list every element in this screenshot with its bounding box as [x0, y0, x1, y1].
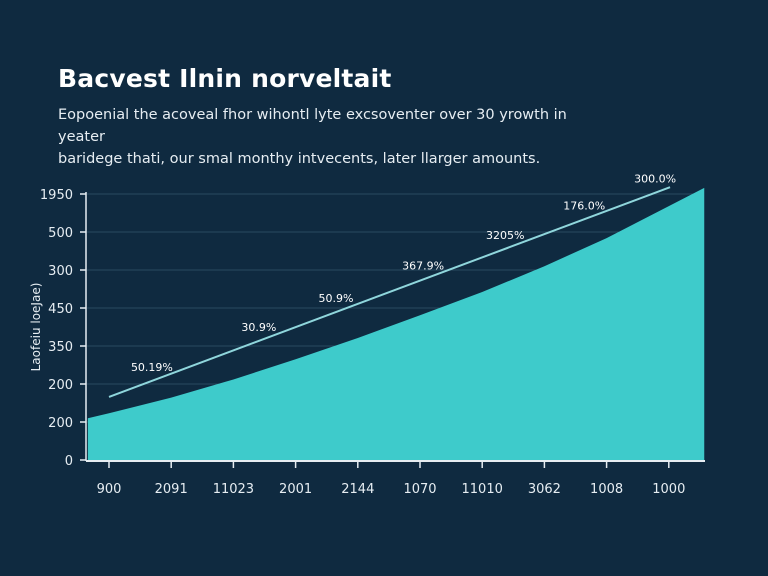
y-tick-label: 200 — [48, 416, 73, 431]
y-tick-label: 1950 — [40, 188, 73, 203]
y-tick-label: 500 — [48, 226, 73, 241]
data-label: 176.0% — [563, 199, 605, 212]
subtitle-line-1: Eopoenial the acoveal fhor wihontl lyte … — [58, 107, 567, 145]
chart-subtitle: Eopoenial the acoveal fhor wihontl lyte … — [58, 104, 618, 170]
chart-title: Bacvest Ilnin norveltait — [58, 64, 392, 93]
x-tick-label: 11010 — [462, 482, 503, 497]
data-label: 367.9% — [402, 259, 444, 272]
x-tick-label: 900 — [97, 482, 122, 497]
x-tick-label: 1000 — [652, 482, 685, 497]
x-tick-label: 2001 — [279, 482, 312, 497]
data-label: 30.9% — [241, 321, 276, 334]
trend-line — [108, 186, 671, 398]
x-tick-label: 2144 — [341, 482, 374, 497]
data-label: 3205% — [486, 229, 524, 242]
y-tick-label: 450 — [48, 302, 73, 317]
area-series — [87, 187, 705, 461]
y-tick-label: 200 — [48, 378, 73, 393]
x-tick-label: 3062 — [528, 482, 561, 497]
y-tick-label: 300 — [48, 264, 73, 279]
data-label: 300.0% — [634, 173, 676, 186]
data-label: 50.9% — [319, 292, 354, 305]
y-tick-label: 350 — [48, 340, 73, 355]
subtitle-line-2: baridege thati, our smal monthy intvecen… — [58, 151, 541, 167]
x-tick-label: 1008 — [590, 482, 623, 497]
axes: 0 200 200 350 450 300 500 1950 900 2091 11023 2001 2… — [40, 188, 705, 497]
x-tick-label: 11023 — [213, 482, 254, 497]
y-axis-label: Laofeiu loeJae) — [29, 283, 43, 372]
data-labels: 50.19% 30.9% 50.9% 367.9% 3205% 176.0% 300.0% — [131, 173, 676, 374]
x-tick-label: 2091 — [155, 482, 188, 497]
x-tick-label: 1070 — [403, 482, 436, 497]
data-label: 50.19% — [131, 361, 173, 374]
y-tick-label: 0 — [65, 454, 73, 469]
